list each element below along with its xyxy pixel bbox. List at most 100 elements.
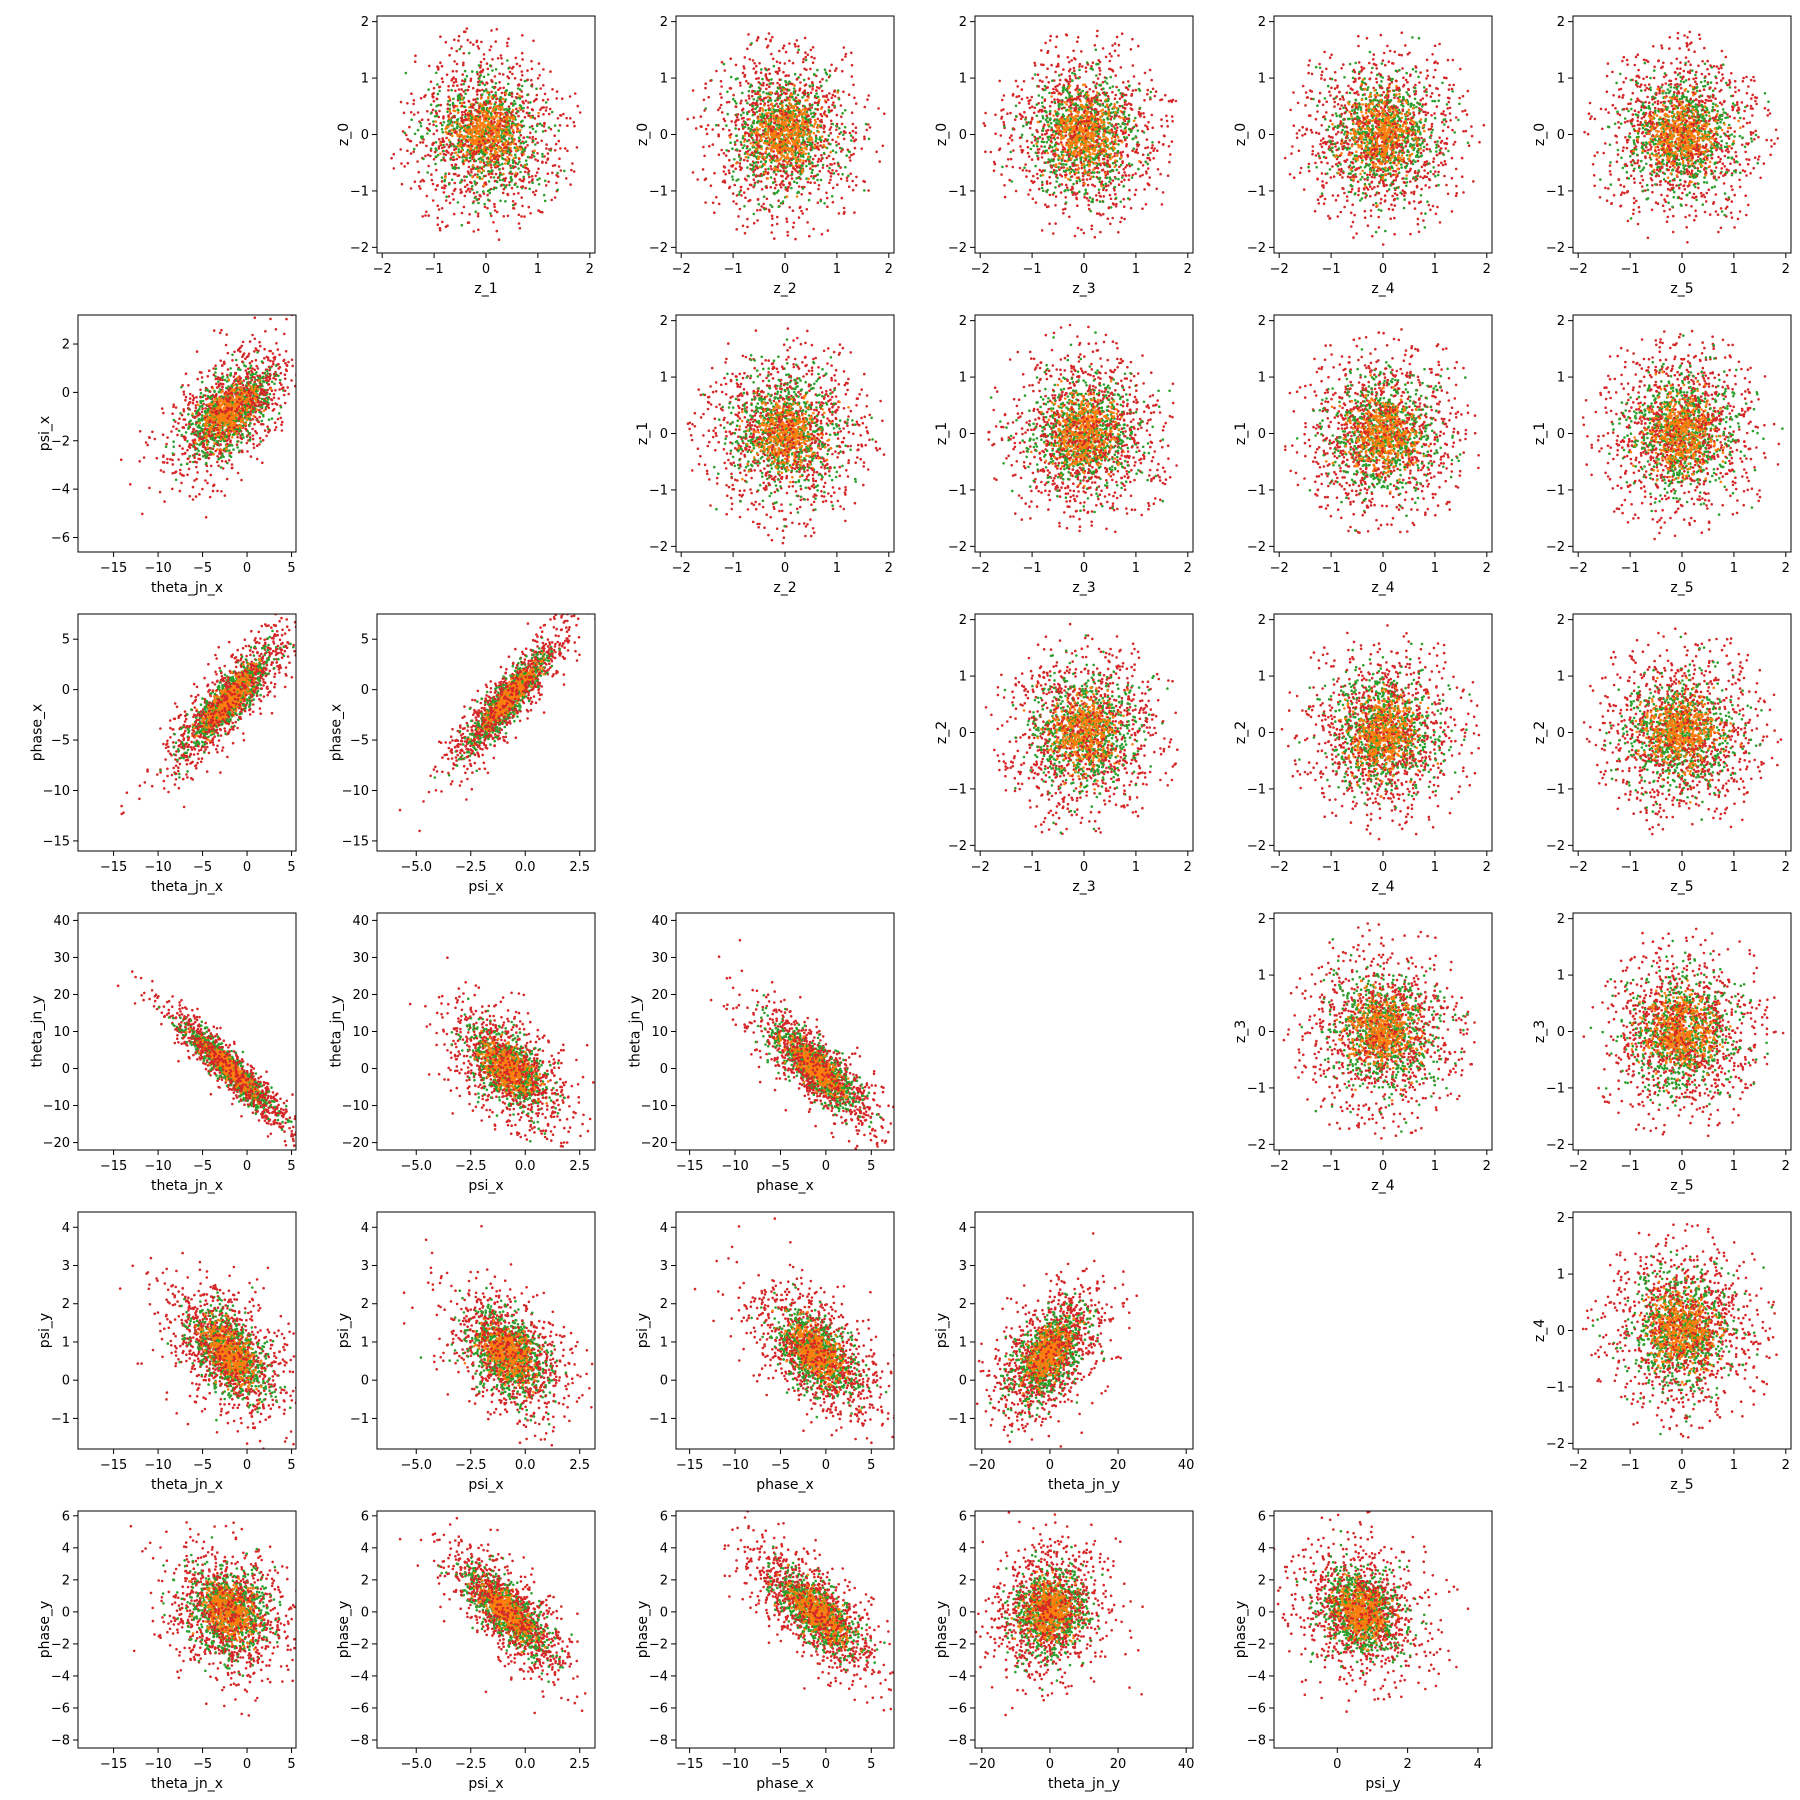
scatter-point: [501, 143, 504, 146]
scatter-point: [510, 154, 513, 157]
scatter-point: [539, 211, 542, 214]
scatter-point: [1057, 55, 1060, 58]
scatter-point: [504, 186, 507, 189]
scatter-point: [484, 164, 487, 167]
scatter-point: [447, 89, 450, 92]
scatter-point: [470, 106, 473, 109]
scatter-point: [547, 98, 550, 101]
scatter-point: [441, 124, 444, 127]
scatter-point: [1064, 78, 1067, 81]
scatter-point: [496, 106, 499, 109]
scatter-point: [461, 105, 464, 108]
scatter-point: [448, 183, 451, 186]
scatter-point: [827, 139, 830, 142]
scatter-point: [1061, 159, 1064, 162]
scatter-point: [993, 169, 996, 172]
scatter-point: [784, 75, 787, 78]
scatter-point: [564, 147, 567, 150]
scatter-point: [803, 79, 806, 82]
scatter-point: [758, 134, 761, 137]
scatter-point: [544, 200, 547, 203]
scatter-point: [526, 144, 529, 147]
scatter-point: [767, 173, 770, 176]
scatter-point: [742, 72, 745, 75]
scatter-point: [476, 198, 479, 201]
scatter-point: [773, 237, 776, 240]
scatter-point: [765, 160, 768, 163]
scatter-point: [1130, 103, 1133, 106]
scatter-point: [473, 180, 476, 183]
scatter-point: [804, 56, 807, 59]
scatter-point: [822, 164, 825, 167]
scatter-point: [737, 113, 740, 116]
scatter-point: [852, 84, 855, 87]
scatter-point: [757, 77, 760, 80]
scatter-point: [476, 123, 479, 126]
scatter-point: [724, 173, 727, 176]
scatter-point: [1099, 73, 1102, 76]
scatter-point: [796, 192, 799, 195]
scatter-point: [1031, 77, 1034, 80]
scatter-point: [448, 117, 451, 120]
scatter-point: [452, 70, 455, 73]
scatter-point: [788, 206, 791, 209]
scatter-point: [811, 88, 814, 91]
scatter-point: [476, 128, 479, 131]
scatter-point: [767, 99, 770, 102]
scatter-point: [497, 120, 500, 123]
scatter-point: [1056, 177, 1059, 180]
scatter-point: [812, 125, 815, 128]
scatter-point: [821, 78, 824, 81]
scatter-point: [454, 131, 457, 134]
scatter-point: [1094, 236, 1097, 239]
scatter-point: [473, 160, 476, 163]
scatter-point: [499, 122, 502, 125]
scatter-point: [817, 160, 820, 163]
scatter-point: [810, 147, 813, 150]
scatter-point: [808, 160, 811, 163]
scatter-point: [517, 192, 520, 195]
scatter-point: [502, 173, 505, 176]
scatter-point: [762, 203, 765, 206]
scatter-point: [753, 222, 756, 225]
scatter-point: [786, 195, 789, 198]
scatter-point: [481, 178, 484, 181]
scatter-point: [457, 95, 460, 98]
scatter-point: [512, 124, 515, 127]
scatter-point: [432, 120, 435, 123]
scatter-point: [514, 143, 517, 146]
scatter-point: [855, 126, 858, 129]
scatter-point: [502, 98, 505, 101]
scatter-point: [450, 157, 453, 160]
scatter-point: [531, 83, 534, 86]
scatter-point: [540, 140, 543, 143]
scatter-point: [1105, 56, 1108, 59]
scatter-point: [1159, 173, 1162, 176]
scatter-point: [703, 155, 706, 158]
scatter-point: [459, 181, 462, 184]
scatter-point: [792, 226, 795, 229]
scatter-point: [781, 180, 784, 183]
scatter-point: [506, 42, 509, 45]
scatter-point: [832, 149, 835, 152]
scatter-point: [1126, 103, 1129, 106]
scatter-point: [753, 173, 756, 176]
scatter-point: [768, 152, 771, 155]
scatter-point: [569, 117, 572, 120]
scatter-point: [1128, 114, 1131, 117]
scatter-point: [829, 151, 832, 154]
scatter-point: [826, 157, 829, 160]
scatter-point: [457, 175, 460, 178]
scatter-point: [724, 120, 727, 123]
scatter-point: [757, 118, 760, 121]
scatter-point: [486, 194, 489, 197]
scatter-point: [1161, 98, 1164, 101]
scatter-point: [791, 83, 794, 86]
scatter-point: [535, 88, 538, 91]
scatter-point: [784, 156, 787, 159]
scatter-point: [521, 85, 524, 88]
scatter-point: [520, 79, 523, 82]
scatter-point: [537, 115, 540, 118]
scatter-point: [823, 202, 826, 205]
scatter-point: [500, 54, 503, 57]
